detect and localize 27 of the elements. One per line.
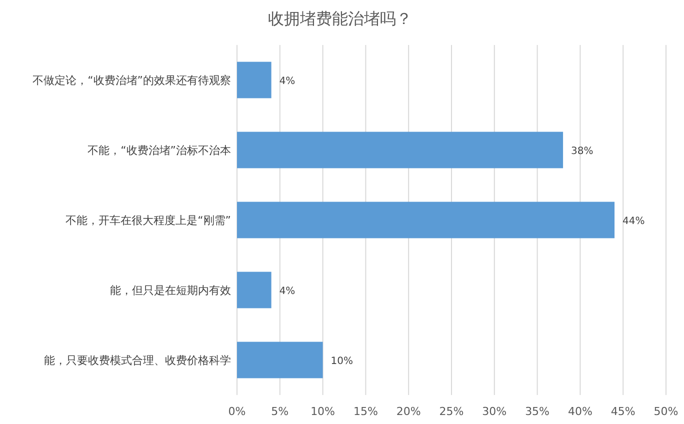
- x-tick-label: 45%: [610, 405, 636, 418]
- bar: [237, 272, 272, 308]
- bar: [237, 62, 272, 98]
- y-tick-label: 不能，“收费治堵”治标不治本: [88, 144, 231, 157]
- data-label: 4%: [279, 76, 296, 87]
- bar: [237, 342, 323, 378]
- bar: [237, 202, 615, 238]
- x-tick-label: 10%: [310, 405, 336, 418]
- x-tick-label: 35%: [525, 405, 550, 418]
- x-tick-label: 20%: [396, 405, 421, 418]
- x-tick-label: 5%: [271, 405, 289, 418]
- data-label: 38%: [571, 146, 594, 157]
- x-tick-label: 0%: [228, 405, 246, 418]
- x-tick-label: 15%: [353, 405, 378, 418]
- data-label: 10%: [330, 356, 354, 367]
- x-tick-label: 50%: [654, 405, 678, 418]
- chart-title: 收拥堵费能治堵吗？: [268, 9, 412, 28]
- data-label: 4%: [279, 286, 296, 297]
- bar: [237, 132, 564, 168]
- y-tick-label: 不做定论，“收费治堵”的效果还有待观察: [32, 74, 231, 87]
- y-tick-label: 不能，开车在很大程度上是“刚需”: [66, 214, 231, 227]
- x-tick-label: 40%: [568, 405, 592, 418]
- x-tick-label: 25%: [439, 405, 464, 418]
- y-tick-label: 能，只要收费模式合理、收费价格科学: [44, 354, 231, 367]
- x-tick-label: 30%: [482, 405, 507, 418]
- data-label: 44%: [622, 216, 645, 227]
- y-tick-label: 能，但只是在短期内有效: [110, 284, 231, 297]
